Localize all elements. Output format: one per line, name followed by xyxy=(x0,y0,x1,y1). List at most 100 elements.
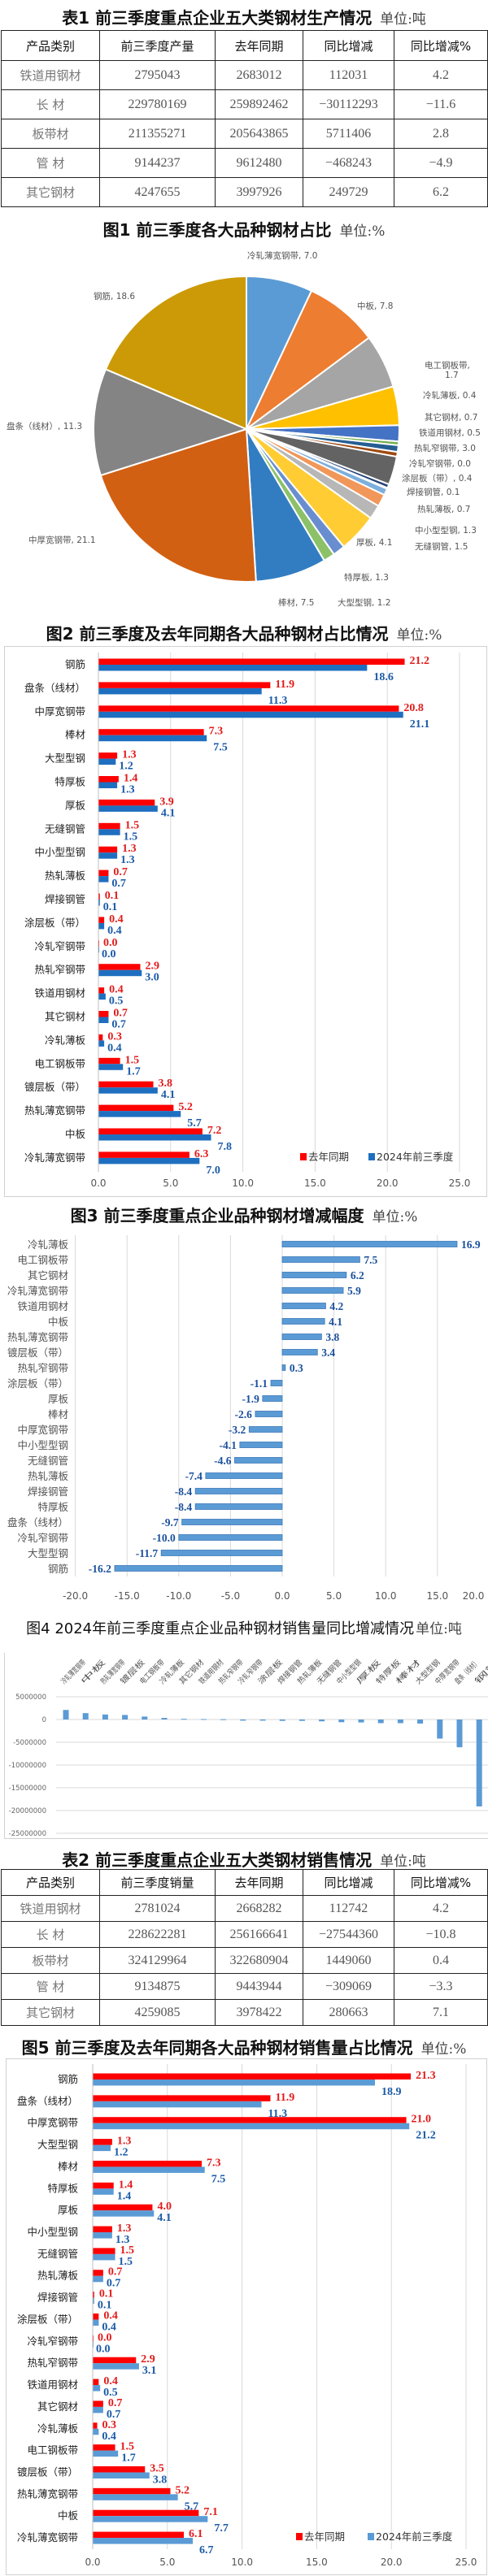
x-tick-label: 25.0 xyxy=(455,2556,477,2568)
column-header: 前三季度销量 xyxy=(99,1869,216,1896)
bar-2024 xyxy=(93,2428,99,2435)
pie-slice-value: 0.4 xyxy=(462,391,477,401)
bar xyxy=(181,1519,283,1525)
category-label: 其它钢材 xyxy=(45,1011,85,1023)
value-label: 6.2 xyxy=(351,1269,364,1281)
bar-2024 xyxy=(98,900,100,906)
category-label: 热轧窄钢带 xyxy=(17,1362,68,1374)
value-label-2024: 0.4 xyxy=(102,2431,115,2443)
category-label: 焊接钢管 xyxy=(28,1485,68,1498)
figure2-unit: 单位:% xyxy=(396,627,442,644)
bar xyxy=(114,1565,283,1572)
value-label-last-year: 21.3 xyxy=(416,2070,436,2082)
bar-last-year xyxy=(98,1081,154,1088)
category-label: 厚板 xyxy=(65,799,86,811)
value-label-last-year: 1.3 xyxy=(122,843,137,855)
value-label-last-year: 0.7 xyxy=(108,2266,123,2279)
separator: , xyxy=(449,542,455,552)
value-label-last-year: 1.3 xyxy=(122,749,137,761)
bar-last-year xyxy=(93,2204,153,2211)
figure1-title: 图1 前三季度各大品种钢材占比 单位:% xyxy=(0,217,488,241)
x-tick-label: 5.0 xyxy=(326,1590,342,1602)
bar-2024 xyxy=(98,922,105,930)
category-label: 冷轧薄板 xyxy=(37,2422,79,2435)
bar-2024 xyxy=(98,876,109,883)
bar xyxy=(194,1503,283,1510)
legend-label: 去年同期 xyxy=(308,1151,349,1163)
pie-slice-value: 11.3 xyxy=(63,422,83,432)
pie-slice-name: 钢筋 xyxy=(94,292,111,301)
value-label-2024: 1.2 xyxy=(114,2147,129,2159)
pie-slice-label: 厚板, 4.1 xyxy=(356,538,392,548)
bar-last-year xyxy=(93,2400,103,2407)
bar-2024 xyxy=(93,2516,208,2522)
figure3-title-text: 图3 前三季度重点企业品种钢材增减幅度 xyxy=(70,1206,364,1225)
category-label: 热轧薄宽钢带 xyxy=(24,1104,85,1117)
pie-slice-label: 无缝钢管, 1.5 xyxy=(415,542,468,552)
category-label: 涂层板（带） xyxy=(7,1377,68,1390)
category-label: 无缝钢管 xyxy=(45,822,85,835)
bar-last-year xyxy=(93,2379,99,2386)
value-label-last-year: 0.4 xyxy=(103,2375,117,2387)
category-label: 盘条（线材） xyxy=(24,682,85,694)
category-label: 厚板 xyxy=(48,1393,69,1405)
category-label: 中厚宽钢带 xyxy=(17,1424,68,1436)
pie-slice-value: 18.6 xyxy=(115,292,136,301)
value-label-last-year: 7.3 xyxy=(209,726,224,738)
y-tick-label: 5000000 xyxy=(15,1693,46,1702)
bar-2024 xyxy=(93,2363,139,2370)
category-label: 铁道用钢材 xyxy=(17,1300,68,1312)
pie-slice-value: 1.5 xyxy=(454,542,468,552)
value-label-2024: 21.1 xyxy=(410,718,429,731)
category-label: 焊接钢管 xyxy=(45,893,85,905)
bar xyxy=(281,1272,347,1278)
category-label: 特厚板 xyxy=(47,2182,78,2194)
bar-2024 xyxy=(93,2406,103,2413)
value-label-last-year: 0.7 xyxy=(108,2397,123,2409)
category-label: 冷轧薄板 xyxy=(45,1034,86,1046)
value-cell: 205643865 xyxy=(215,119,303,149)
bar-2024 xyxy=(93,2210,155,2217)
bar-last-year xyxy=(98,729,204,735)
table1-unit: 单位:吨 xyxy=(380,11,426,28)
pie-slice-name: 特厚板 xyxy=(344,573,370,583)
category-label: 棒材 xyxy=(58,2160,78,2172)
column-header: 同比增减 xyxy=(303,30,394,61)
value-cell: 229780169 xyxy=(99,89,216,119)
bar-last-year xyxy=(93,2465,146,2473)
pie-slice-label: 涂层板（带）, 0.4 xyxy=(402,474,472,484)
bar xyxy=(281,1303,326,1309)
separator: , xyxy=(467,361,470,371)
bar xyxy=(122,1715,129,1720)
category-label: 中板 xyxy=(65,1128,86,1140)
category-label: 棒材 xyxy=(65,729,85,741)
category-label: 电工钢板带 xyxy=(27,2444,78,2457)
separator: , xyxy=(453,474,459,484)
pie-slice-name: 冷轧薄板 xyxy=(423,391,457,401)
value-label-2024: 11.3 xyxy=(268,695,288,707)
category-cell: 其它钢材 xyxy=(1,1999,100,2026)
bar xyxy=(160,1550,283,1556)
value-label: 7.5 xyxy=(364,1254,377,1266)
value-label-last-year: 21.2 xyxy=(410,655,429,667)
value-label-last-year: 11.9 xyxy=(275,679,294,691)
value-label-last-year: 0.4 xyxy=(109,984,124,996)
value-cell: 324129964 xyxy=(99,1947,216,1974)
category-label: 中厚宽钢带 xyxy=(27,2117,78,2129)
bar-2024 xyxy=(93,2101,262,2108)
value-label-2024: 18.6 xyxy=(373,671,394,683)
separator: , xyxy=(457,391,463,401)
figure5-unit: 单位:% xyxy=(420,2041,467,2058)
bar-last-year xyxy=(98,752,118,759)
x-tick-label: 25.0 xyxy=(449,1177,471,1189)
bar xyxy=(255,1411,283,1417)
pie-slice-value: 1.3 xyxy=(375,573,389,583)
bar-2024 xyxy=(93,2297,94,2305)
bar-2024 xyxy=(93,2166,205,2173)
value-label: -3.2 xyxy=(229,1424,246,1436)
pie-slice-value: 0.7 xyxy=(464,413,478,423)
pie-slice-name: 大型型钢 xyxy=(338,598,372,608)
